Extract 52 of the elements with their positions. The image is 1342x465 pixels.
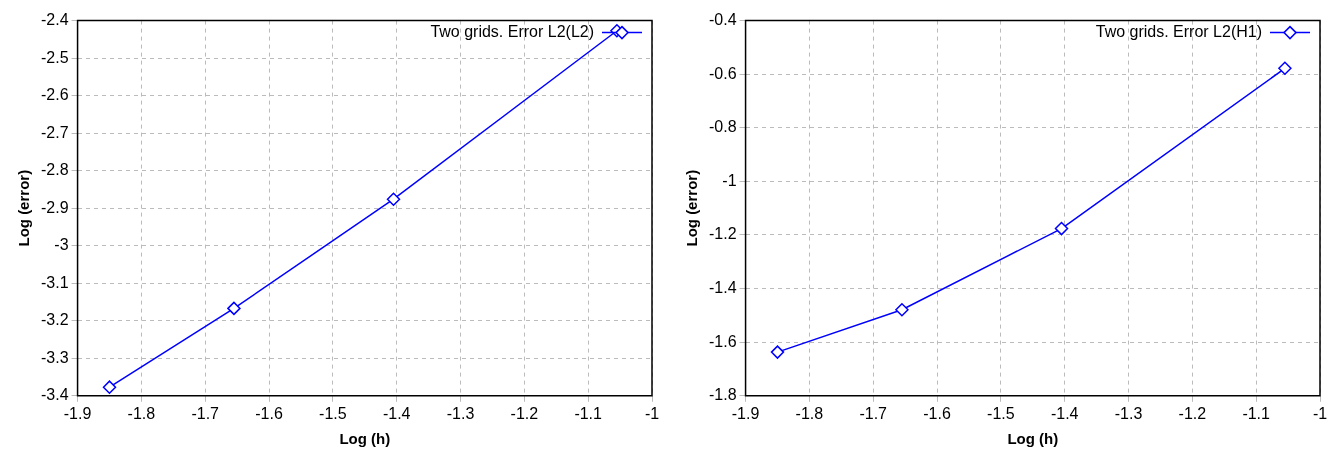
y-tick-label: -0.4 <box>708 11 737 29</box>
y-tick-label: -0.6 <box>708 64 737 82</box>
x-tick-label: -1.7 <box>191 404 220 422</box>
y-axis-title: Log (error) <box>683 169 701 247</box>
x-tick-label: -1.5 <box>319 404 347 422</box>
y-tick-label: -3 <box>54 236 69 254</box>
y-tick-label: -2.9 <box>40 198 69 216</box>
x-tick-label: -1.3 <box>446 404 475 422</box>
x-tick-label: -1 <box>1312 404 1328 422</box>
y-tick-label: -1.6 <box>708 332 737 350</box>
point <box>1054 221 1069 236</box>
y-tick-label: -2.7 <box>40 123 69 141</box>
legend-label: Two grids. Error L2(L2) <box>430 23 594 41</box>
x-tick-label: -1.4 <box>382 404 411 422</box>
x-axis-title: Log (h) <box>339 430 391 448</box>
x-tick-label: -1.1 <box>1242 404 1271 422</box>
y-tick-label: -2.5 <box>40 48 69 66</box>
point <box>895 303 909 317</box>
y-tick-label: -1.4 <box>708 279 737 297</box>
x-tick-label: -1.5 <box>987 404 1015 422</box>
x-tick-label: -1.9 <box>63 404 92 422</box>
x-tick-label: -1 <box>644 404 660 422</box>
point <box>1278 61 1292 76</box>
x-tick-label: -1.1 <box>574 404 603 422</box>
y-tick-label: -1.2 <box>708 225 737 243</box>
x-axis-title: Log (h) <box>1007 430 1059 448</box>
y-tick-label: -3.3 <box>40 348 69 366</box>
y-tick-label: -1.8 <box>708 386 737 404</box>
legend-label: Two grids. Error L2(H1) <box>1095 23 1262 41</box>
x-tick-label: -1.3 <box>1114 404 1143 422</box>
point <box>386 192 401 206</box>
point <box>227 301 241 316</box>
y-tick-label: -3.2 <box>40 311 69 329</box>
y-tick-label: -3.1 <box>40 273 69 291</box>
y-tick-label: -2.6 <box>40 86 69 104</box>
y-tick-label: -3.4 <box>40 386 69 404</box>
y-axis-title: Log (error) <box>15 169 33 247</box>
x-tick-label: -1.2 <box>1178 404 1207 422</box>
point <box>102 380 117 394</box>
x-tick-label: -1.8 <box>127 404 156 422</box>
x-tick-label: -1.6 <box>255 404 283 422</box>
y-tick-label: -1 <box>722 171 737 189</box>
x-tick-label: -1.4 <box>1050 404 1079 422</box>
y-tick-label: -0.8 <box>708 118 737 136</box>
y-tick-label: -2.8 <box>40 161 69 179</box>
x-tick-label: -1.8 <box>795 404 824 422</box>
x-tick-label: -1.2 <box>510 404 539 422</box>
x-tick-label: -1.6 <box>923 404 951 422</box>
x-tick-label: -1.7 <box>859 404 888 422</box>
x-tick-label: -1.9 <box>731 404 760 422</box>
point <box>770 345 785 359</box>
y-tick-label: -2.4 <box>40 11 69 29</box>
